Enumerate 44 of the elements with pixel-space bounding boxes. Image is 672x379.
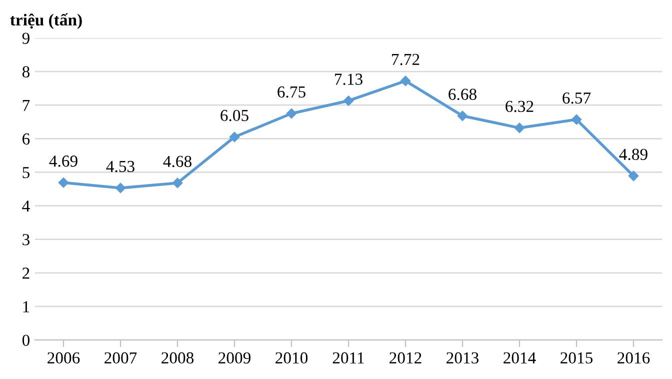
data-label: 6.05 — [220, 110, 248, 122]
y-tick-label: 3 — [22, 234, 30, 246]
data-label: 6.32 — [506, 100, 534, 112]
y-tick-label: 8 — [22, 66, 30, 78]
y-axis-title: triệu (tấn) — [10, 13, 82, 29]
data-label: 7.13 — [335, 74, 362, 85]
data-label: 6.68 — [448, 88, 476, 100]
x-tick-label: 2011 — [332, 352, 364, 364]
x-tick-label: 2007 — [104, 352, 137, 364]
y-tick-label: 1 — [23, 301, 30, 312]
x-tick-label: 2015 — [560, 352, 593, 364]
x-tick-label: 2012 — [390, 352, 422, 364]
data-label: 6.57 — [562, 92, 591, 104]
x-tick-label: 2006 — [48, 352, 80, 364]
point — [229, 132, 240, 142]
point — [628, 170, 639, 182]
data-label: 7.72 — [392, 54, 420, 66]
point — [286, 108, 297, 119]
point — [58, 178, 69, 188]
data-label: 4.69 — [49, 156, 78, 167]
x-tick-label: 2008 — [162, 352, 194, 364]
point — [457, 110, 468, 121]
point — [343, 96, 354, 106]
y-tick-label: 2 — [22, 268, 30, 279]
point — [172, 178, 183, 188]
x-tick-label: 2013 — [446, 352, 479, 364]
y-tick-label: 5 — [22, 167, 30, 178]
y-tick-label: 6 — [22, 133, 30, 145]
point — [514, 122, 525, 134]
x-tick-label: 2014 — [504, 352, 536, 364]
data-label: 4.68 — [163, 156, 192, 168]
y-tick-label: 4 — [22, 200, 30, 212]
data-label: 6.75 — [278, 86, 306, 98]
point — [571, 114, 582, 125]
x-tick-label: 2016 — [618, 352, 650, 364]
data-label: 4.53 — [106, 160, 134, 172]
x-tick-label: 2010 — [276, 352, 308, 364]
x-tick-label: 2009 — [218, 352, 250, 364]
point — [400, 76, 411, 86]
y-tick-label: 0 — [22, 334, 30, 346]
point — [115, 182, 126, 194]
y-tick-label: 9 — [22, 32, 30, 44]
y-tick-label: 7 — [22, 100, 30, 111]
data-label: 4.89 — [619, 148, 648, 160]
